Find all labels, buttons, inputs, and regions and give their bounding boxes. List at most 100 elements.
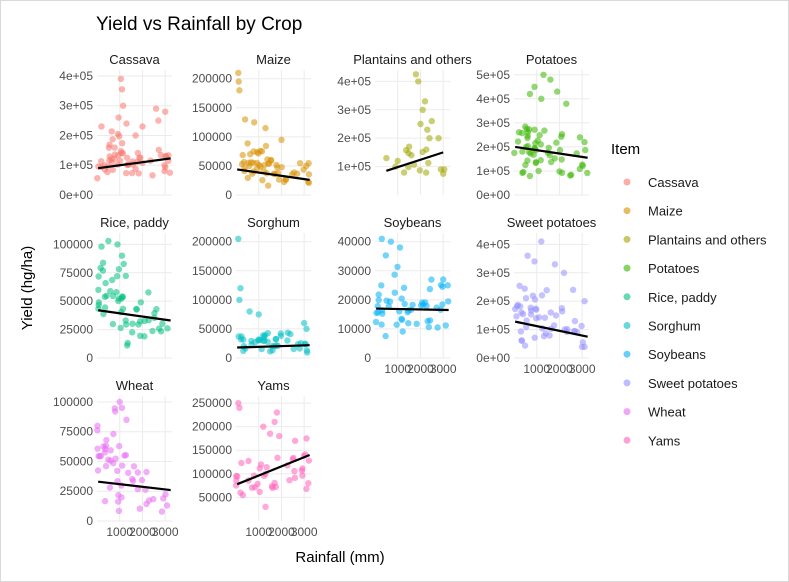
data-point xyxy=(110,460,117,467)
data-point xyxy=(107,447,114,454)
data-point xyxy=(526,126,533,133)
data-point xyxy=(137,318,144,325)
data-point xyxy=(444,282,451,289)
legend-item-wheat: Wheat xyxy=(623,405,686,420)
data-point xyxy=(235,78,242,85)
data-point xyxy=(419,106,426,114)
data-point xyxy=(275,176,283,183)
data-point xyxy=(288,171,296,178)
strip-label-potatoes: Potatoes xyxy=(526,52,578,67)
data-point xyxy=(291,467,298,475)
data-point xyxy=(119,102,127,109)
y-tick-label: 25000 xyxy=(60,323,94,337)
data-point xyxy=(101,293,109,300)
data-point xyxy=(135,170,142,177)
data-point xyxy=(426,285,434,293)
data-point xyxy=(133,306,140,313)
data-point xyxy=(441,166,448,173)
data-point xyxy=(532,315,540,322)
data-point xyxy=(531,258,538,265)
points-wheat xyxy=(94,398,171,515)
data-point xyxy=(115,114,122,121)
data-point xyxy=(108,128,115,135)
data-point xyxy=(116,398,123,406)
x-tick-label: 2000 xyxy=(546,362,573,376)
data-point xyxy=(261,337,268,344)
data-point xyxy=(522,295,530,302)
data-point xyxy=(105,237,112,245)
data-point xyxy=(532,305,539,312)
data-point xyxy=(284,337,291,344)
data-point xyxy=(382,332,389,340)
data-point xyxy=(559,308,566,315)
data-point xyxy=(378,282,385,289)
legend-label: Maize xyxy=(648,204,683,219)
data-point xyxy=(240,336,247,343)
y-tick-label: 0 xyxy=(364,351,371,365)
data-point xyxy=(102,445,109,453)
y-tick-label: 3e+05 xyxy=(476,116,510,130)
data-point xyxy=(516,282,523,289)
y-tick-label: 4e+05 xyxy=(476,92,510,106)
data-point xyxy=(394,263,401,271)
data-point xyxy=(244,140,251,147)
data-point xyxy=(239,491,246,499)
data-point xyxy=(400,284,408,291)
strip-label-sweet-potatoes: Sweet potatoes xyxy=(507,215,597,230)
facet-plantains-and-others: Plantains and others 1e+05 2e+05 3e+05 4e+05 xyxy=(337,52,472,195)
data-point xyxy=(114,467,121,475)
data-point xyxy=(149,172,156,179)
y-tick-label: 2e+05 xyxy=(476,140,510,154)
data-point xyxy=(102,279,109,287)
data-point xyxy=(103,436,110,444)
data-point xyxy=(99,259,107,266)
x-tick-label: 3000 xyxy=(152,525,179,539)
legend-item-rice-paddy: Rice, paddy xyxy=(623,290,717,305)
strip-label-cassava: Cassava xyxy=(109,52,160,67)
data-point xyxy=(303,325,310,333)
points-maize xyxy=(235,69,313,189)
data-point xyxy=(527,150,534,157)
data-point xyxy=(130,463,138,470)
y-tick-label: 3e+05 xyxy=(476,266,510,280)
data-point xyxy=(519,148,526,155)
data-point xyxy=(253,165,261,172)
y-axis-label: Yield (hg/ha) xyxy=(19,246,36,331)
data-point xyxy=(428,117,435,125)
data-point xyxy=(405,163,412,171)
data-point xyxy=(272,335,280,343)
data-point xyxy=(157,151,165,159)
data-point xyxy=(115,507,123,515)
data-point xyxy=(425,159,432,167)
y-tick-label: 30000 xyxy=(338,264,372,278)
legend-key xyxy=(623,322,631,329)
data-point xyxy=(422,299,429,306)
data-point xyxy=(518,337,526,344)
data-point xyxy=(116,157,124,164)
data-point xyxy=(159,320,166,327)
data-point xyxy=(378,235,385,242)
data-point xyxy=(120,260,127,268)
data-point xyxy=(423,169,430,176)
trend-line xyxy=(237,344,310,349)
legend-key xyxy=(623,207,631,215)
data-point xyxy=(550,322,558,329)
data-point xyxy=(241,116,249,123)
data-point xyxy=(236,296,243,304)
data-point xyxy=(269,347,276,354)
y-tick-label: 0 xyxy=(225,188,232,202)
y-tick-label: 100000 xyxy=(53,395,93,409)
gridlines xyxy=(236,70,311,196)
data-point xyxy=(276,432,283,440)
x-tick-label: 1000 xyxy=(523,362,550,376)
data-point xyxy=(399,328,406,335)
data-point xyxy=(582,146,589,154)
data-point xyxy=(94,445,101,452)
data-point xyxy=(541,314,549,321)
data-point xyxy=(119,140,126,147)
data-point xyxy=(123,416,130,423)
data-point xyxy=(244,174,251,182)
y-tick-label: 50000 xyxy=(199,322,233,336)
data-point xyxy=(531,334,538,341)
